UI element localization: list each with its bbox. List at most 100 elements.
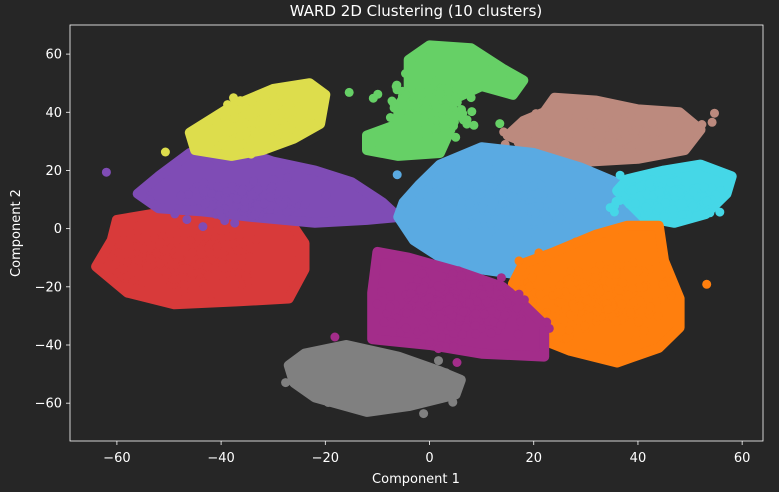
data-point xyxy=(230,113,239,123)
data-point xyxy=(539,120,549,130)
data-point xyxy=(611,316,621,326)
data-point xyxy=(513,329,523,339)
data-point xyxy=(432,387,442,397)
data-point xyxy=(561,333,571,343)
y-axis-label: Component 2 xyxy=(9,189,24,277)
data-point xyxy=(212,181,222,191)
data-point xyxy=(668,204,678,214)
data-point xyxy=(382,387,392,397)
data-point xyxy=(405,113,415,123)
data-point xyxy=(702,196,712,206)
data-point xyxy=(434,301,444,311)
data-point xyxy=(532,124,542,134)
data-point xyxy=(478,165,488,175)
data-point xyxy=(240,203,249,213)
data-point xyxy=(401,323,411,333)
data-point xyxy=(518,201,527,211)
data-point xyxy=(324,363,334,373)
data-point xyxy=(223,100,233,110)
data-point xyxy=(617,299,627,309)
data-point xyxy=(590,266,600,276)
data-point xyxy=(280,104,290,114)
cluster-6 xyxy=(392,142,643,281)
data-point xyxy=(415,387,425,397)
data-point xyxy=(594,109,604,119)
data-point xyxy=(472,296,482,306)
data-point xyxy=(419,409,429,419)
data-point xyxy=(224,127,234,137)
data-point xyxy=(627,141,636,151)
data-point xyxy=(401,90,411,100)
data-point xyxy=(184,255,194,265)
data-point xyxy=(630,134,640,144)
data-point xyxy=(437,332,446,342)
data-point xyxy=(519,191,529,201)
data-point xyxy=(528,181,538,191)
data-point xyxy=(245,252,254,262)
data-point xyxy=(200,199,210,209)
data-point xyxy=(624,290,634,300)
data-point xyxy=(646,302,655,312)
data-point xyxy=(630,198,640,208)
data-point xyxy=(440,103,450,113)
data-point xyxy=(232,137,241,147)
data-point xyxy=(471,309,481,319)
data-point xyxy=(395,108,405,118)
data-point xyxy=(217,109,227,119)
data-point xyxy=(424,192,434,202)
data-point xyxy=(429,179,439,189)
y-tick-label: −60 xyxy=(35,397,62,412)
data-point xyxy=(418,323,428,333)
data-point xyxy=(392,170,402,180)
data-point xyxy=(293,104,303,114)
data-point xyxy=(507,157,517,167)
data-point xyxy=(429,365,439,375)
data-point xyxy=(404,379,414,389)
data-point xyxy=(223,262,233,272)
data-point xyxy=(508,181,518,191)
data-point xyxy=(187,248,197,257)
data-point xyxy=(424,94,434,104)
data-point xyxy=(160,147,170,157)
data-point xyxy=(539,209,549,219)
data-point xyxy=(478,214,488,224)
data-point xyxy=(220,216,230,226)
data-point xyxy=(170,225,180,235)
data-point xyxy=(403,206,413,216)
data-point xyxy=(290,194,300,204)
data-point xyxy=(479,309,489,319)
data-point xyxy=(402,106,412,116)
points-layer xyxy=(91,40,737,419)
data-point xyxy=(484,282,494,292)
data-point xyxy=(633,266,643,276)
data-point xyxy=(205,161,215,171)
data-point xyxy=(563,185,573,195)
y-tick-label: −40 xyxy=(35,339,62,354)
data-point xyxy=(407,282,417,292)
data-point xyxy=(659,212,669,222)
data-point xyxy=(352,383,362,392)
data-point xyxy=(654,203,664,213)
data-point xyxy=(198,222,208,232)
data-point xyxy=(377,287,386,297)
data-point xyxy=(443,83,453,93)
data-point xyxy=(411,377,421,387)
data-point xyxy=(489,317,499,327)
data-point xyxy=(469,120,479,130)
data-point xyxy=(542,265,552,275)
data-point xyxy=(514,256,524,266)
data-point xyxy=(360,385,370,395)
data-point xyxy=(586,285,596,295)
data-point xyxy=(672,176,682,186)
data-point xyxy=(387,318,397,328)
data-point xyxy=(552,189,562,199)
data-point xyxy=(122,257,132,267)
data-point xyxy=(561,287,571,296)
data-point xyxy=(609,207,619,217)
data-point xyxy=(620,129,630,139)
data-point xyxy=(424,198,434,208)
data-point xyxy=(456,204,466,213)
data-point xyxy=(114,248,123,258)
data-point xyxy=(628,185,638,195)
